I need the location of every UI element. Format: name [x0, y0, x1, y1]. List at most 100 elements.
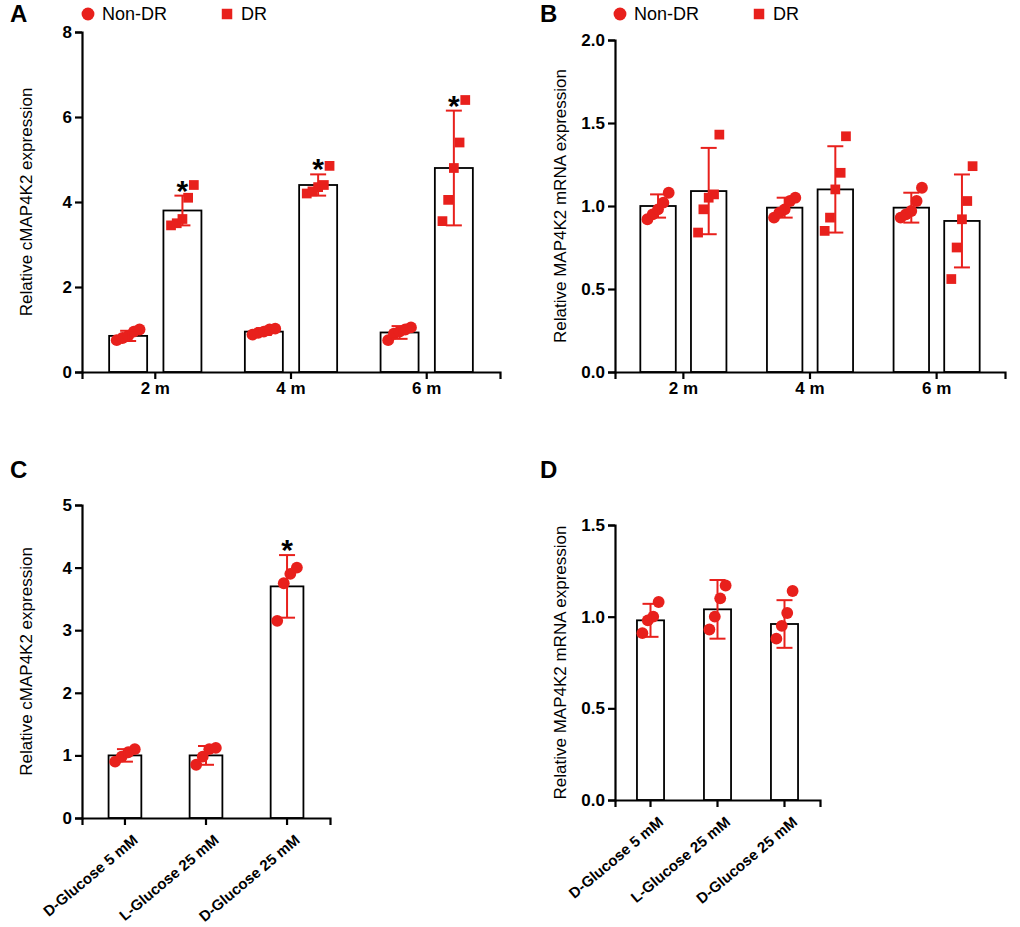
- error-bar-cap: [903, 192, 919, 194]
- y-tick: 2.0: [581, 31, 615, 50]
- x-axis: D-Glucose 5 mML-Glucose 25 mMD-Glucose 2…: [40, 818, 331, 925]
- y-tick: 0.5: [581, 280, 615, 299]
- bar: [299, 185, 337, 372]
- y-axis-line: [75, 33, 83, 373]
- y-axis-line: [608, 526, 616, 801]
- x-tick-mark: [290, 372, 292, 379]
- error-bar-cap: [650, 193, 666, 195]
- error-bar-cap: [827, 145, 843, 147]
- error-bar-stem: [657, 194, 659, 217]
- bar: [163, 211, 201, 373]
- data-point: [455, 138, 465, 148]
- x-tick-mark: [783, 800, 785, 807]
- error-bar: [776, 600, 792, 648]
- error-bar-cap: [776, 599, 792, 601]
- error-bar-cap: [198, 764, 214, 766]
- y-tick-mark: [608, 708, 615, 710]
- bar: [894, 208, 929, 372]
- y-tick-label: 1.0: [581, 608, 605, 627]
- error-bar: [701, 148, 717, 234]
- x-tick-label: 4 m: [276, 379, 305, 398]
- y-tick: 2: [63, 684, 82, 703]
- bar: [767, 208, 802, 372]
- error-bar: [954, 174, 970, 267]
- y-axis-title: Relative MAP4K2 mRNA expression: [551, 69, 570, 343]
- y-tick: 2: [63, 278, 82, 297]
- legend-label: Non-DR: [102, 4, 167, 24]
- error-bar-stem: [453, 111, 455, 226]
- y-tick: 1.0: [581, 197, 615, 216]
- y-tick-label: 4: [63, 559, 73, 578]
- data-point: [781, 607, 793, 619]
- y-tick: 1.5: [581, 516, 615, 535]
- error-bar-cap: [827, 232, 843, 234]
- error-bar: [643, 604, 659, 637]
- data-point: [703, 624, 715, 636]
- x-axis: D-Glucose 5 mML-Glucose 25 mMD-Glucose 2…: [565, 800, 820, 907]
- error-bar-cap: [120, 340, 136, 342]
- error-bar-stem: [961, 174, 963, 267]
- legend-marker: [754, 9, 764, 19]
- error-bar-cap: [446, 224, 462, 226]
- y-tick: 6: [63, 108, 82, 127]
- y-tick-mark: [608, 205, 615, 207]
- error-bar-stem: [127, 331, 129, 341]
- data-point: [657, 197, 669, 209]
- legend-label: DR: [241, 4, 267, 24]
- y-axis: 012345: [63, 496, 83, 828]
- error-bar-stem: [124, 749, 126, 762]
- y-tick-label: 1.5: [581, 516, 605, 535]
- panel-label: D: [540, 456, 557, 483]
- data-point: [271, 615, 283, 627]
- error-bar-cap: [954, 173, 970, 175]
- error-bar: [903, 193, 919, 223]
- y-tick-label: 1.5: [581, 114, 605, 133]
- error-bar: [650, 194, 666, 217]
- y-tick-mark: [75, 286, 82, 288]
- data-point: [699, 204, 709, 214]
- error-bar-cap: [710, 579, 726, 581]
- legend-label: Non-DR: [634, 4, 699, 24]
- y-tick-mark: [75, 692, 82, 694]
- x-tick-mark: [936, 372, 938, 379]
- bar: [637, 620, 664, 800]
- error-bar-cap: [643, 636, 659, 638]
- error-bar-cap: [392, 338, 408, 340]
- x-tick: D-Glucose 25 mM: [693, 800, 800, 907]
- bar: [704, 609, 731, 800]
- legend-marker: [82, 8, 95, 21]
- y-tick: 3: [63, 621, 82, 640]
- error-bar-cap: [120, 330, 136, 332]
- error-bar-cap: [710, 638, 726, 640]
- plot-area: [109, 95, 473, 372]
- error-bar-stem: [650, 604, 652, 637]
- error-bar: [827, 146, 843, 232]
- data-point: [325, 161, 335, 171]
- error-bar-stem: [784, 198, 786, 218]
- y-axis-title: Relative cMAP4K2 expression: [17, 547, 36, 776]
- bar: [381, 332, 419, 372]
- bar: [640, 206, 675, 372]
- y-tick-mark: [75, 630, 82, 632]
- y-tick-label: 4: [63, 193, 73, 212]
- error-bar-cap: [174, 224, 190, 226]
- x-tick-label: 2 m: [141, 379, 170, 398]
- error-bar: [446, 111, 462, 226]
- x-tick-mark: [809, 372, 811, 379]
- y-tick-label: 5: [63, 496, 72, 515]
- data-point: [841, 131, 851, 141]
- x-tick: 2 m: [141, 372, 170, 398]
- x-tick-label: 6 m: [922, 379, 951, 398]
- y-tick-label: 1.0: [581, 197, 605, 216]
- data-point: [962, 196, 972, 206]
- y-tick-label: 1: [63, 746, 72, 765]
- data-point: [663, 187, 675, 199]
- y-tick: 1.5: [581, 114, 615, 133]
- y-tick-mark: [608, 799, 615, 801]
- bar: [190, 755, 223, 818]
- y-tick-mark: [75, 371, 82, 373]
- x-tick-mark: [154, 372, 156, 379]
- plot-area: [636, 580, 798, 800]
- error-bar: [777, 198, 793, 218]
- data-point: [653, 596, 665, 608]
